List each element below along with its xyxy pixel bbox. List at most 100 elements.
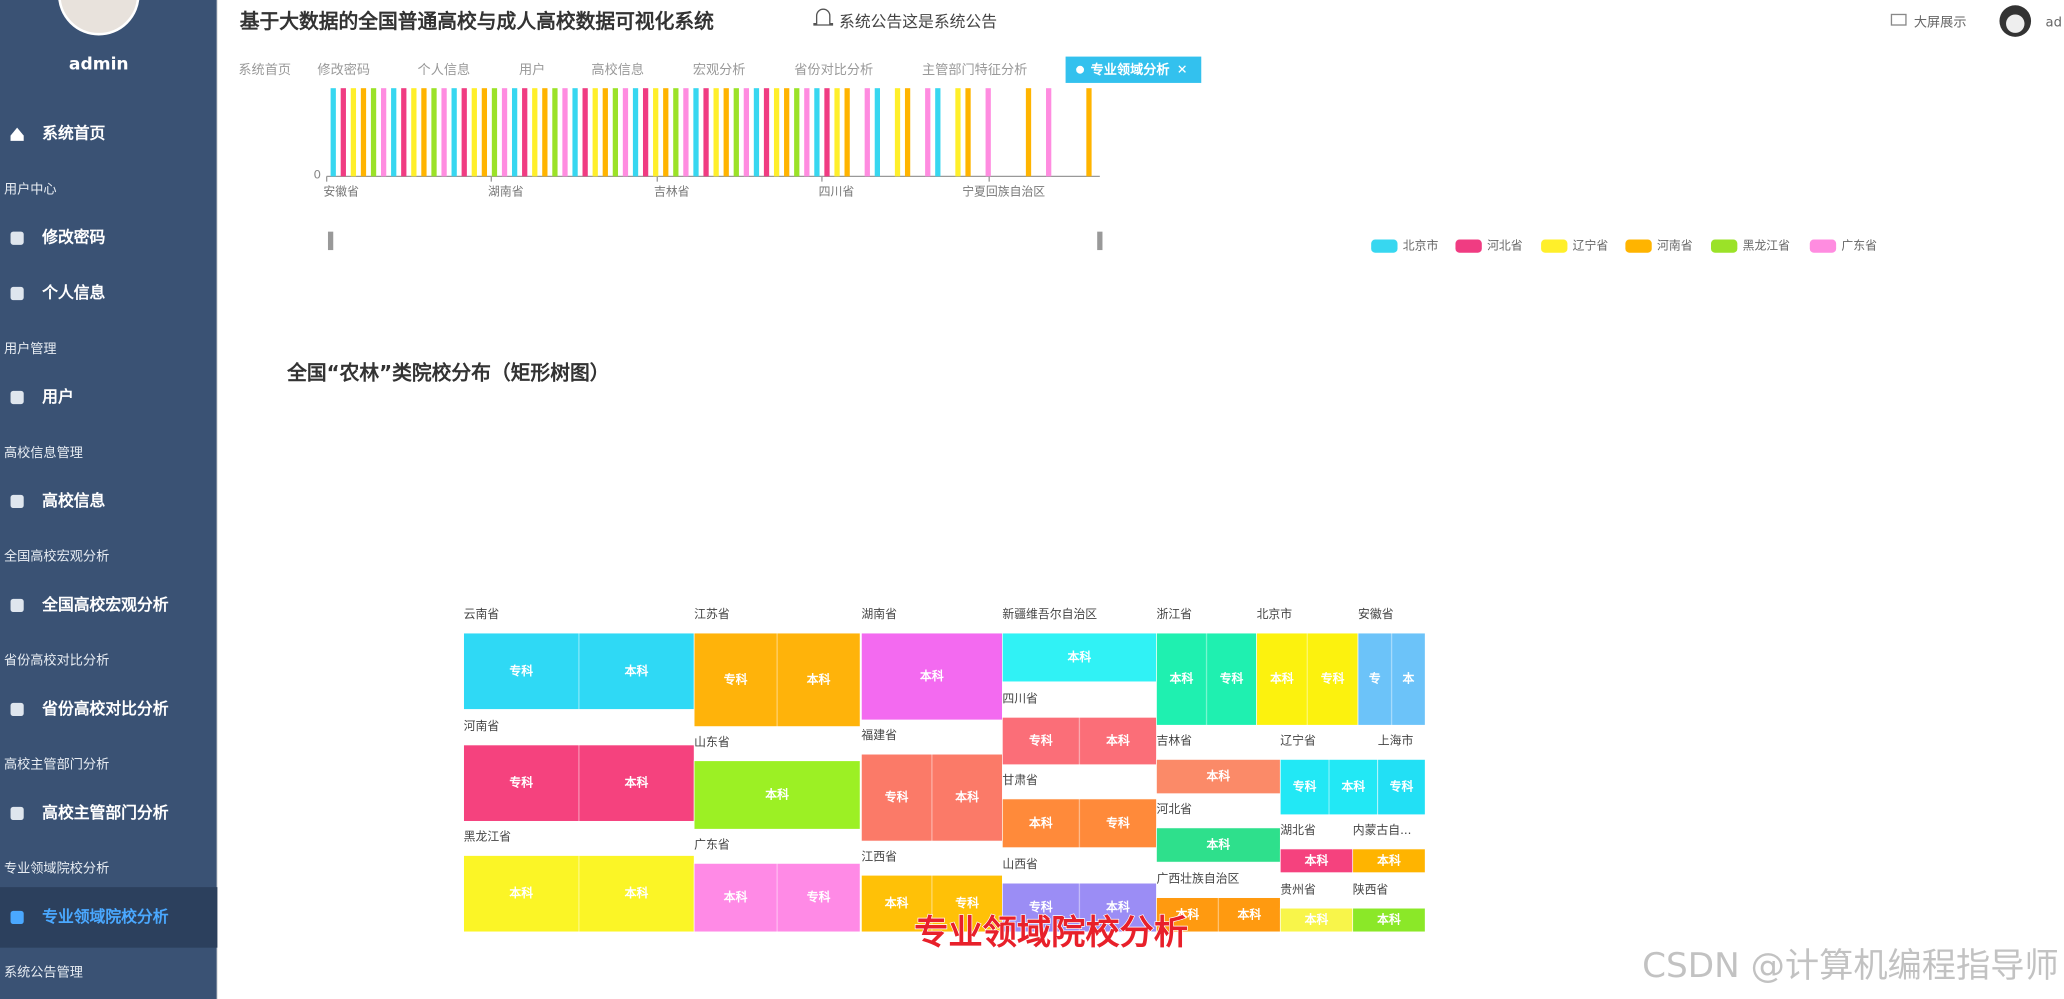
treemap-leaf-label: 专科 xyxy=(1029,734,1053,748)
legend-swatch[interactable] xyxy=(1809,239,1837,253)
treemap-node[interactable] xyxy=(693,863,861,933)
treemap-leaf-label: 本科 xyxy=(885,896,909,910)
avatar xyxy=(58,0,140,36)
treemap-leaf-label: 专科 xyxy=(1029,900,1053,914)
legend-label[interactable]: 北京市 xyxy=(1403,239,1439,253)
treemap-node[interactable] xyxy=(1352,907,1426,933)
treemap-node[interactable] xyxy=(1352,848,1426,873)
treemap-node[interactable] xyxy=(1156,759,1281,795)
treemap-leaf-label: 本科 xyxy=(1068,650,1092,664)
treemap-leaf-label: 本科 xyxy=(1305,913,1329,927)
legend-label[interactable]: 辽宁省 xyxy=(1573,239,1609,253)
active-tab[interactable] xyxy=(1065,56,1202,83)
bar xyxy=(552,88,558,177)
treemap-leaf-label: 专科 xyxy=(885,790,909,804)
bar xyxy=(834,88,840,177)
legend-swatch[interactable] xyxy=(1710,239,1738,253)
treemap-node[interactable] xyxy=(463,632,695,710)
treemap-node-label: 辽宁省 xyxy=(1280,734,1316,748)
treemap-node[interactable] xyxy=(1002,798,1157,848)
menu-item[interactable]: 高校主管部门分析 xyxy=(42,803,169,822)
bar xyxy=(713,88,719,177)
bar xyxy=(743,88,750,177)
menu-item[interactable]: 系统首页 xyxy=(42,124,105,143)
bar xyxy=(612,88,619,177)
y-tick-label: 0 xyxy=(313,168,321,182)
treemap-node[interactable] xyxy=(1156,897,1281,933)
menu-item[interactable]: 个人信息 xyxy=(41,283,105,302)
tab[interactable]: 系统首页 xyxy=(238,62,291,78)
bar xyxy=(471,88,477,177)
slider-handle[interactable] xyxy=(327,231,334,251)
treemap-node-label: 山东省 xyxy=(694,735,730,749)
treemap-node-label: 四川省 xyxy=(1002,691,1038,705)
treemap-node-label: 甘肃省 xyxy=(1002,773,1038,787)
bar xyxy=(582,88,588,177)
menu-item[interactable]: 用户 xyxy=(42,387,74,406)
treemap-node-label: 广西壮族自治区 xyxy=(1156,872,1239,886)
tab[interactable]: 宏观分析 xyxy=(693,62,746,78)
bar xyxy=(804,88,810,177)
treemap-leaf-label: 专 xyxy=(1369,672,1381,686)
menu-item[interactable]: 省份高校对比分析 xyxy=(41,699,169,718)
treemap-node[interactable] xyxy=(1002,882,1157,933)
treemap-node[interactable] xyxy=(693,760,861,830)
menu-group: 全国高校宏观分析 xyxy=(4,548,109,565)
bar xyxy=(622,88,629,177)
legend-swatch[interactable] xyxy=(1625,239,1652,253)
tab-close[interactable] xyxy=(1178,65,1186,73)
legend-label[interactable]: 广东省 xyxy=(1841,239,1877,253)
tab[interactable]: 高校信息 xyxy=(591,61,644,78)
sidebar-user: admin xyxy=(69,54,129,74)
treemap-node[interactable] xyxy=(1377,759,1426,816)
menu-item[interactable]: 高校信息 xyxy=(42,491,105,510)
bar xyxy=(733,88,739,177)
treemap-leaf-label: 专科 xyxy=(807,890,831,904)
legend-label[interactable]: 河北省 xyxy=(1487,239,1523,253)
tab[interactable]: 用户 xyxy=(519,61,545,78)
legend-swatch[interactable] xyxy=(1371,239,1398,253)
treemap-leaf-label: 本科 xyxy=(625,776,649,790)
screen-link[interactable]: 大屏展示 xyxy=(1914,14,1967,30)
treemap-node[interactable] xyxy=(1002,632,1157,683)
treemap-leaf-label: 专科 xyxy=(955,896,979,910)
tab[interactable]: 省份对比分析 xyxy=(794,62,873,78)
menu-icon xyxy=(10,390,24,405)
treemap-node[interactable] xyxy=(463,744,695,822)
tab-active-label[interactable]: 专业领域分析 xyxy=(1091,61,1170,78)
treemap-node-label: 云南省 xyxy=(464,607,500,621)
menu-item[interactable]: 专业领域院校分析 xyxy=(42,907,169,926)
treemap-node[interactable] xyxy=(463,855,695,933)
tab[interactable]: 个人信息 xyxy=(418,61,471,78)
treemap-node-label: 吉林省 xyxy=(1156,734,1192,748)
video-caption: 专业领域院校分析 xyxy=(914,913,1188,953)
legend-swatch[interactable] xyxy=(1455,239,1482,253)
bar xyxy=(753,88,760,177)
menu-item[interactable]: 修改密码 xyxy=(41,228,105,247)
treemap-node[interactable] xyxy=(1357,632,1426,726)
treemap-node[interactable] xyxy=(1002,717,1157,766)
tab[interactable]: 修改密码 xyxy=(317,61,370,78)
legend-label[interactable]: 黑龙江省 xyxy=(1743,239,1791,253)
treemap-leaf-label: 本科 xyxy=(1237,907,1261,921)
treemap-node[interactable] xyxy=(1156,827,1281,863)
menu-item[interactable]: 全国高校宏观分析 xyxy=(41,595,169,614)
treemap-node[interactable] xyxy=(1279,759,1379,816)
bar xyxy=(370,88,377,177)
treemap-node-label: 河南省 xyxy=(464,719,500,733)
treemap-node[interactable] xyxy=(861,874,1003,933)
bar xyxy=(642,88,649,177)
legend-swatch[interactable] xyxy=(1541,239,1568,253)
bar xyxy=(380,88,387,177)
slider-handle[interactable] xyxy=(1097,231,1103,251)
tab[interactable]: 主管部门特征分析 xyxy=(922,62,1027,78)
treemap-node[interactable] xyxy=(861,632,1003,721)
treemap-node[interactable] xyxy=(693,632,861,727)
menu-icon xyxy=(10,910,24,924)
treemap-node[interactable] xyxy=(1156,632,1257,726)
treemap-node-label: 贵州省 xyxy=(1280,882,1316,896)
treemap-node[interactable] xyxy=(861,753,1003,842)
treemap-leaf-label: 本科 xyxy=(1106,734,1130,748)
legend-label[interactable]: 河南省 xyxy=(1657,239,1693,253)
